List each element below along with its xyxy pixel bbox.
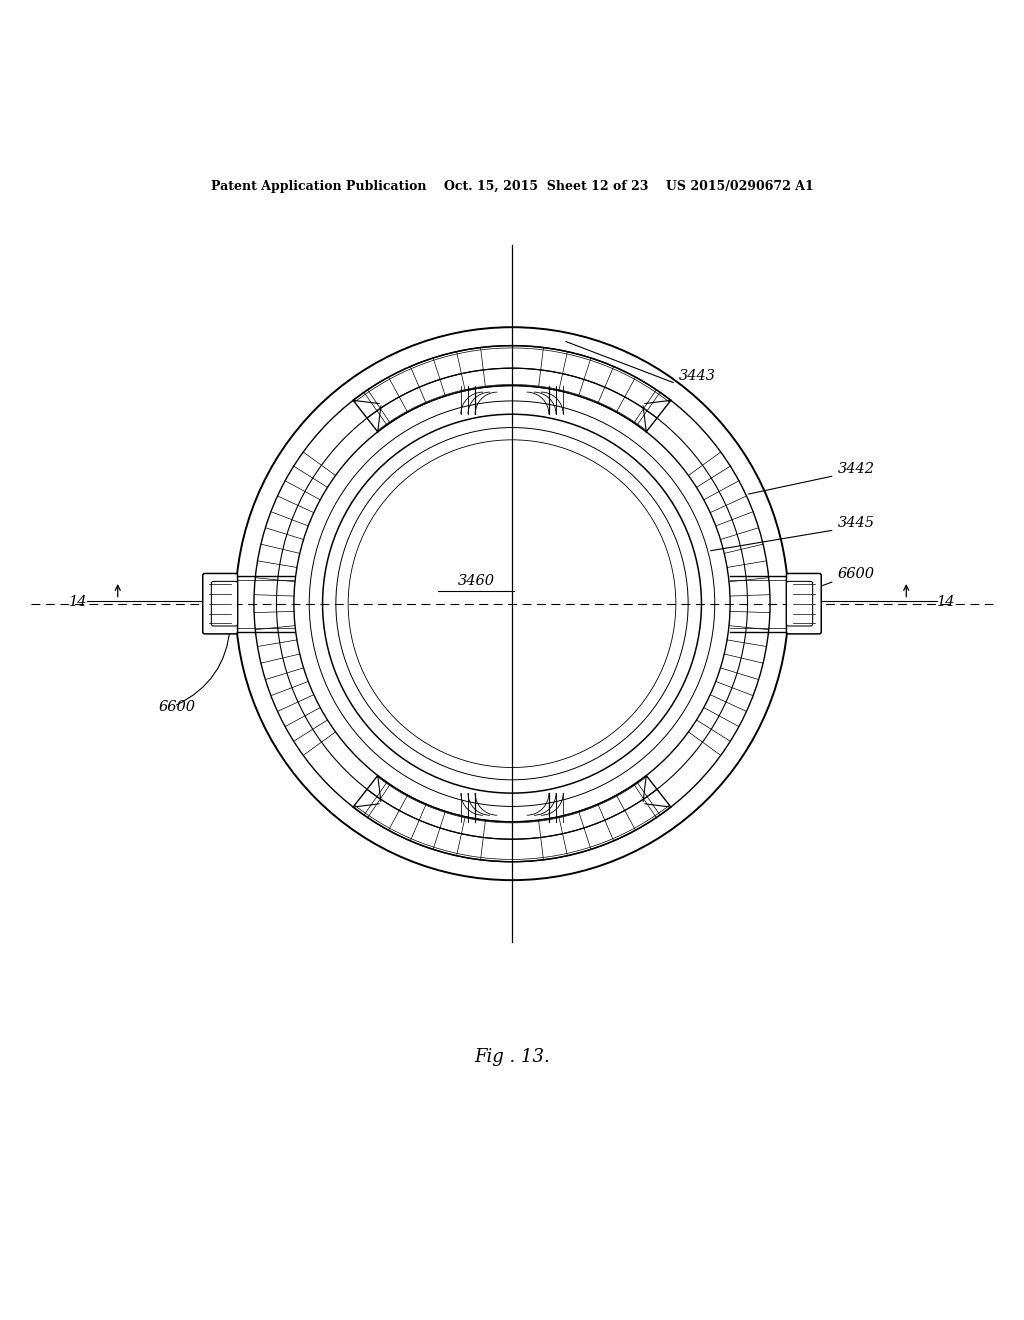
Text: Patent Application Publication    Oct. 15, 2015  Sheet 12 of 23    US 2015/02906: Patent Application Publication Oct. 15, … <box>211 181 813 194</box>
Text: 3443: 3443 <box>679 370 716 383</box>
FancyBboxPatch shape <box>786 573 821 634</box>
Text: Fig . 13.: Fig . 13. <box>474 1048 550 1067</box>
Text: 6600: 6600 <box>159 700 196 714</box>
FancyBboxPatch shape <box>786 581 813 626</box>
Text: 3460: 3460 <box>458 574 495 589</box>
Text: 3445: 3445 <box>838 516 874 529</box>
Text: 3442: 3442 <box>838 462 874 475</box>
Text: 14: 14 <box>937 594 955 609</box>
Text: 6600: 6600 <box>838 568 874 581</box>
FancyBboxPatch shape <box>211 581 238 626</box>
Text: 14: 14 <box>69 594 87 609</box>
FancyBboxPatch shape <box>203 573 238 634</box>
